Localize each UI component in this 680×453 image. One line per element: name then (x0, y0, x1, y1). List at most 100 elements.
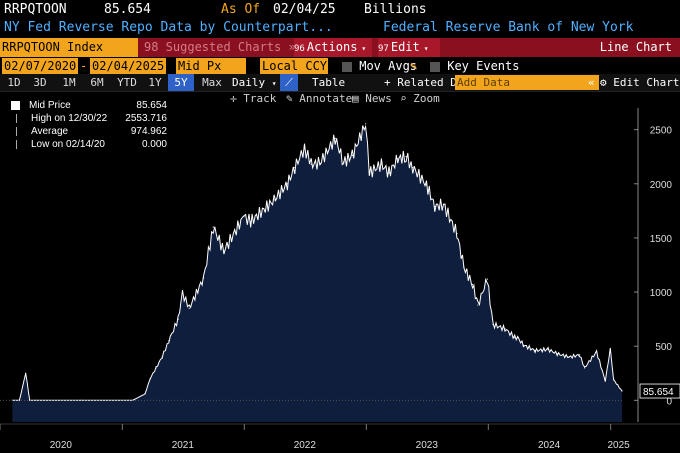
units: Billions (364, 2, 427, 17)
data-point (294, 166, 296, 169)
annotate-tool[interactable]: ✎ Annotate (286, 91, 352, 106)
y-tick-label: 1500 (650, 234, 673, 245)
zoom-label: Zoom (413, 92, 440, 105)
data-point (80, 399, 83, 401)
data-point (613, 379, 615, 381)
high-marker-icon (16, 114, 17, 123)
suggested-charts-button[interactable]: 98 Suggested Charts » (144, 40, 296, 54)
legend-average: Average 974.962 (7, 126, 167, 138)
field-value: Mid Px (178, 59, 222, 73)
legend-value: 0.000 (141, 139, 167, 150)
data-point (25, 372, 27, 374)
x-tick-label: 2021 (172, 440, 195, 451)
chart-legend: Mid Price 85.654 High on 12/30/22 2553.7… (7, 98, 167, 154)
legend-mid-price: Mid Price 85.654 (7, 100, 167, 112)
data-point (556, 353, 558, 355)
start-date-input[interactable]: 02/07/2020 (2, 58, 78, 74)
data-point (442, 203, 445, 205)
related-data-button[interactable]: + Related Dat (384, 76, 471, 89)
track-label: Track (243, 92, 277, 105)
news-label: News (365, 92, 392, 105)
area-fill (12, 125, 623, 422)
x-tick-label: 2020 (50, 440, 73, 451)
x-tick-label: 2024 (538, 440, 561, 451)
timeframe-6m[interactable]: 6M (90, 76, 104, 89)
data-point (177, 318, 179, 320)
last-value-label: 85.654 (643, 387, 674, 398)
pencil-icon[interactable]: ✎ (410, 59, 418, 73)
last-value-box (639, 383, 680, 399)
currency-select[interactable]: Local CCY ▾ (260, 58, 334, 74)
series-description: NY Fed Reverse Repo Data by Counterpart.… (4, 20, 333, 35)
data-point (463, 266, 465, 268)
edit-label: Edit (390, 40, 420, 54)
header-bar: RRPQTOON 85.654 As Of 02/04/25 Billions (0, 0, 680, 19)
x-tick-label: 2022 (294, 440, 317, 451)
add-data-input[interactable]: Add Data (455, 75, 599, 90)
data-source: Federal Reserve Bank of New York (383, 20, 634, 35)
end-date-input[interactable]: 02/04/2025 (90, 58, 166, 74)
data-point (188, 307, 190, 309)
data-point (583, 367, 586, 369)
timeframe-max[interactable]: Max (202, 76, 222, 89)
timeframe-5y[interactable]: 5Y (168, 74, 194, 91)
checkbox-icon (342, 61, 352, 72)
data-point (36, 399, 38, 401)
actions-menu[interactable]: 96 Actions ▾ (294, 38, 372, 57)
ticker: RRPQTOON (4, 2, 67, 17)
timeframe-1m[interactable]: 1M (62, 76, 76, 89)
field-select[interactable]: Mid Px (176, 58, 246, 74)
edit-chart-label: Edit Chart (613, 76, 680, 89)
data-point (388, 172, 390, 174)
data-point (621, 390, 623, 392)
data-point (132, 399, 134, 401)
news-tool[interactable]: ▤ News (352, 91, 392, 106)
y-tick-label: 500 (655, 342, 672, 353)
periodicity-value: Daily (232, 76, 266, 89)
data-point (368, 172, 370, 174)
as-of-date: 02/04/25 (273, 2, 336, 17)
square-icon (11, 101, 20, 110)
data-point (155, 367, 157, 369)
actions-label: Actions (306, 40, 358, 54)
data-point (273, 199, 275, 201)
data-point (595, 351, 598, 353)
legend-value: 85.654 (136, 100, 167, 111)
edit-chart-button[interactable]: ⚙ Edit Chart (600, 74, 679, 91)
checkbox-icon (430, 61, 440, 72)
data-point (351, 155, 353, 157)
data-point (250, 221, 252, 223)
x-tick-label: 2023 (416, 440, 439, 451)
data-point (471, 283, 474, 286)
data-point (456, 233, 458, 235)
gear-icon: ⚙ (600, 76, 607, 89)
periodicity-select[interactable]: Daily ▾ (232, 74, 277, 91)
news-icon: ▤ (352, 92, 359, 105)
timeframe-ytd[interactable]: YTD (117, 76, 137, 89)
legend-label: Average (31, 126, 69, 137)
data-point (286, 183, 289, 185)
edit-menu[interactable]: 97 Edit ▾ (378, 38, 440, 57)
legend-label: High on 12/30/22 (31, 113, 108, 124)
timeframe-3d[interactable]: 3D (33, 76, 47, 89)
timeframe-bar: 1D 3D 1M 6M YTD 1Y 5Y Max Daily ▾ ⟋ Tabl… (0, 74, 680, 92)
security-field[interactable]: RRPQTOON Index (0, 38, 138, 57)
timeframe-1y[interactable]: 1Y (148, 76, 162, 89)
key-events-checkbox[interactable]: Key Events (430, 58, 519, 74)
timeframe-1d[interactable]: 1D (7, 76, 21, 89)
mov-avgs-checkbox[interactable]: Mov Avgs (342, 58, 417, 74)
data-point (181, 292, 184, 294)
chevron-left-icon[interactable]: « (588, 76, 595, 89)
magnifier-icon: ⌕ (400, 92, 407, 105)
line-chart-icon[interactable]: ⟋ (280, 74, 298, 91)
caret-down-icon: ▾ (329, 63, 334, 72)
data-point (517, 336, 519, 339)
x-tick-label: 2025 (608, 440, 631, 451)
data-point (380, 163, 382, 165)
track-tool[interactable]: ✛ Track (230, 91, 276, 106)
data-point (334, 137, 336, 139)
table-button[interactable]: Table (312, 76, 346, 89)
average-marker-icon (16, 127, 17, 136)
data-point (303, 147, 306, 149)
zoom-tool[interactable]: ⌕ Zoom (400, 91, 440, 106)
